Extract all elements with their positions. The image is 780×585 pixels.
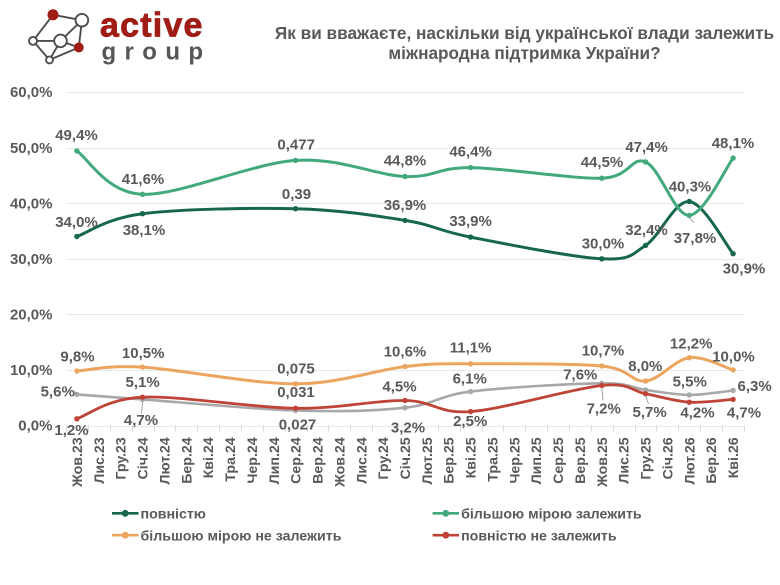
- svg-text:Лис.25: Лис.25: [617, 437, 633, 483]
- svg-text:33,9%: 33,9%: [449, 213, 492, 230]
- svg-text:4,7%: 4,7%: [124, 412, 158, 429]
- svg-text:Гру.23: Гру.23: [114, 437, 130, 479]
- svg-text:11,1%: 11,1%: [450, 340, 492, 357]
- svg-text:0,39: 0,39: [282, 186, 311, 203]
- svg-text:Січ.25: Січ.25: [398, 437, 414, 479]
- svg-text:0,477: 0,477: [277, 136, 315, 153]
- svg-text:Жов.25: Жов.25: [595, 437, 611, 488]
- svg-text:4,7%: 4,7%: [727, 405, 761, 422]
- svg-text:32,4%: 32,4%: [625, 222, 668, 239]
- svg-text:Бер.24: Бер.24: [179, 437, 195, 484]
- svg-text:0,027: 0,027: [279, 417, 317, 434]
- svg-text:більшою мірою залежить: більшою мірою залежить: [461, 507, 642, 523]
- svg-text:group: group: [102, 39, 212, 66]
- svg-text:Кві.24: Кві.24: [201, 437, 217, 478]
- svg-text:46,4%: 46,4%: [449, 144, 492, 161]
- svg-text:1,2%: 1,2%: [54, 422, 88, 439]
- svg-text:47,4%: 47,4%: [625, 139, 668, 156]
- svg-text:5,7%: 5,7%: [632, 404, 666, 421]
- svg-text:6,3%: 6,3%: [737, 378, 771, 395]
- svg-text:Тра.24: Тра.24: [223, 437, 239, 482]
- svg-text:Чер.25: Чер.25: [507, 437, 523, 483]
- svg-text:7,2%: 7,2%: [587, 400, 621, 417]
- svg-text:4,5%: 4,5%: [382, 379, 416, 396]
- svg-text:Січ.26: Січ.26: [661, 437, 677, 479]
- svg-text:Жов.24: Жов.24: [332, 437, 348, 488]
- svg-text:Жов.23: Жов.23: [70, 437, 86, 488]
- svg-text:повністю не залежить: повністю не залежить: [461, 528, 617, 544]
- svg-text:active: active: [100, 7, 204, 45]
- svg-text:Вер.25: Вер.25: [573, 437, 589, 484]
- svg-text:44,8%: 44,8%: [384, 153, 427, 170]
- svg-text:50,0%: 50,0%: [10, 140, 53, 157]
- svg-text:4,2%: 4,2%: [680, 405, 714, 422]
- svg-text:5,6%: 5,6%: [41, 383, 75, 400]
- svg-text:5,1%: 5,1%: [125, 374, 159, 391]
- svg-text:48,1%: 48,1%: [712, 135, 755, 152]
- svg-text:Лют.24: Лют.24: [157, 437, 173, 484]
- svg-text:38,1%: 38,1%: [123, 222, 166, 239]
- svg-text:7,6%: 7,6%: [563, 367, 597, 384]
- svg-text:0,075: 0,075: [277, 361, 315, 378]
- svg-text:30,0%: 30,0%: [10, 251, 53, 268]
- svg-text:Гру.25: Гру.25: [639, 437, 655, 479]
- svg-text:37,8%: 37,8%: [674, 230, 717, 247]
- svg-text:Лис.23: Лис.23: [92, 437, 108, 483]
- svg-text:Лип.24: Лип.24: [267, 437, 283, 484]
- svg-text:Лют.26: Лют.26: [682, 437, 698, 484]
- svg-text:10,0%: 10,0%: [712, 348, 755, 365]
- svg-text:0,031: 0,031: [277, 384, 315, 401]
- svg-text:2,5%: 2,5%: [453, 413, 487, 430]
- svg-text:41,6%: 41,6%: [122, 171, 165, 188]
- svg-text:Лют.25: Лют.25: [420, 437, 436, 484]
- svg-text:Лип.25: Лип.25: [529, 437, 545, 484]
- svg-text:Бер.26: Бер.26: [704, 437, 720, 484]
- svg-text:36,9%: 36,9%: [384, 197, 427, 214]
- svg-text:40,3%: 40,3%: [669, 179, 712, 196]
- svg-text:9,8%: 9,8%: [60, 349, 94, 366]
- svg-text:Кві.26: Кві.26: [726, 437, 742, 478]
- svg-text:Бер.25: Бер.25: [442, 437, 458, 484]
- svg-text:40,0%: 40,0%: [10, 195, 53, 212]
- svg-text:12,2%: 12,2%: [670, 336, 713, 353]
- svg-text:10,5%: 10,5%: [122, 345, 165, 362]
- svg-text:8,0%: 8,0%: [628, 358, 662, 375]
- svg-text:Січ.24: Січ.24: [136, 437, 152, 479]
- svg-text:Чер.24: Чер.24: [245, 437, 261, 483]
- svg-text:30,9%: 30,9%: [723, 261, 766, 278]
- svg-text:5,5%: 5,5%: [673, 373, 707, 390]
- svg-text:6,1%: 6,1%: [453, 370, 487, 387]
- svg-text:Сер.25: Сер.25: [551, 437, 567, 484]
- svg-text:більшою мірою не залежить: більшою мірою не залежить: [141, 528, 342, 544]
- svg-text:60,0%: 60,0%: [10, 84, 53, 101]
- svg-text:10,7%: 10,7%: [582, 343, 625, 360]
- svg-text:Сер.24: Сер.24: [289, 437, 305, 484]
- svg-text:30,0%: 30,0%: [582, 236, 625, 253]
- svg-text:10,6%: 10,6%: [384, 344, 427, 361]
- svg-text:повністю: повністю: [141, 507, 206, 523]
- svg-text:Вер.24: Вер.24: [311, 437, 327, 484]
- svg-text:10,0%: 10,0%: [10, 362, 53, 379]
- svg-text:20,0%: 20,0%: [10, 307, 53, 324]
- svg-text:49,4%: 49,4%: [55, 127, 98, 144]
- svg-text:Кві.25: Кві.25: [464, 437, 480, 478]
- svg-text:Гру.24: Гру.24: [376, 437, 392, 479]
- svg-text:34,0%: 34,0%: [55, 214, 98, 231]
- svg-text:Тра.25: Тра.25: [486, 437, 502, 482]
- svg-text:0,0%: 0,0%: [18, 418, 52, 435]
- svg-text:44,5%: 44,5%: [581, 154, 624, 171]
- svg-text:3,2%: 3,2%: [391, 420, 425, 437]
- svg-text:Лис.24: Лис.24: [354, 437, 370, 483]
